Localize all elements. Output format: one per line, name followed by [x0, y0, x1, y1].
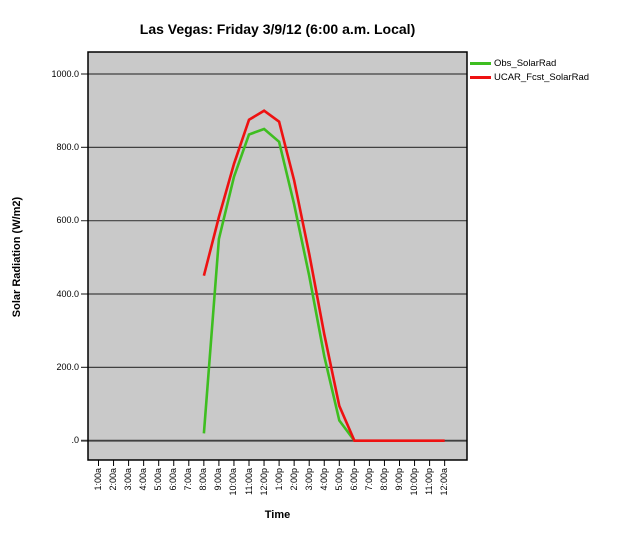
legend-swatch-fcst-icon	[470, 75, 491, 79]
x-axis-title: Time	[264, 509, 291, 521]
legend-item-fcst: UCAR_Fcst_SolarRad	[470, 70, 589, 84]
y-tick-label: 1000.0	[51, 68, 79, 79]
legend-label-obs: Obs_SolarRad	[494, 57, 557, 69]
series-line-UCAR_Fcst_SolarRad	[202, 109, 445, 443]
legend-item-obs: Obs_SolarRad	[470, 56, 589, 70]
plot-background	[88, 52, 467, 460]
y-tick-label: .0	[71, 435, 79, 446]
series-line-Obs_SolarRad	[202, 127, 356, 442]
legend: Obs_SolarRad UCAR_Fcst_SolarRad	[470, 56, 589, 84]
y-tick-label: 600.0	[56, 215, 79, 226]
y-axis-title: Solar Radiation (W/m2)	[11, 196, 23, 318]
y-tick-label: 400.0	[56, 288, 79, 299]
y-tick-label: 800.0	[56, 141, 79, 152]
legend-label-fcst: UCAR_Fcst_SolarRad	[494, 71, 590, 83]
plot-border	[87, 51, 468, 461]
y-tick-label: 200.0	[56, 361, 79, 372]
legend-swatch-obs-icon	[470, 61, 491, 65]
chart-title: Las Vegas: Friday 3/9/12 (6:00 a.m. Loca…	[139, 21, 416, 37]
